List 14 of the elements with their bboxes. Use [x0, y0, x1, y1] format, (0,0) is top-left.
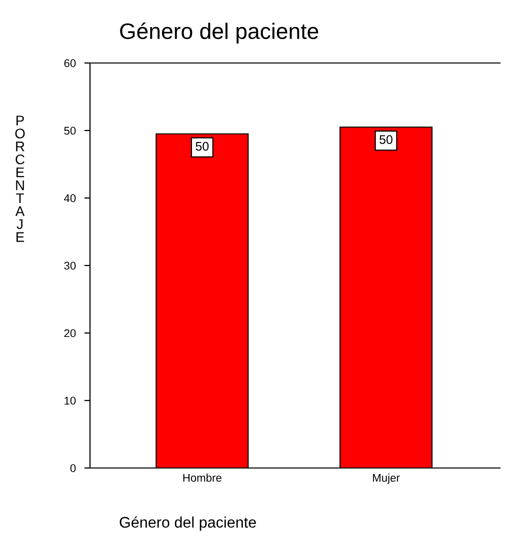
- y-tick-label: 0: [70, 464, 76, 472]
- chart-title: Género del paciente: [120, 22, 318, 44]
- data-label: 50: [196, 142, 209, 151]
- y-tick-label: 20: [64, 329, 76, 338]
- y-tick-label: 40: [64, 194, 76, 202]
- x-axis-title: Género del paciente: [120, 516, 256, 531]
- x-tick-label: Hombre: [183, 474, 222, 482]
- y-tick-label: 10: [64, 396, 76, 405]
- y-tick-label: 60: [64, 59, 76, 68]
- x-tick-label: Mujer: [373, 474, 400, 484]
- data-label: 50: [380, 135, 392, 144]
- y-tick-label: 30: [64, 262, 76, 270]
- y-tick-label: 50: [64, 126, 76, 135]
- text: PORCENTAJE: [15, 116, 25, 242]
